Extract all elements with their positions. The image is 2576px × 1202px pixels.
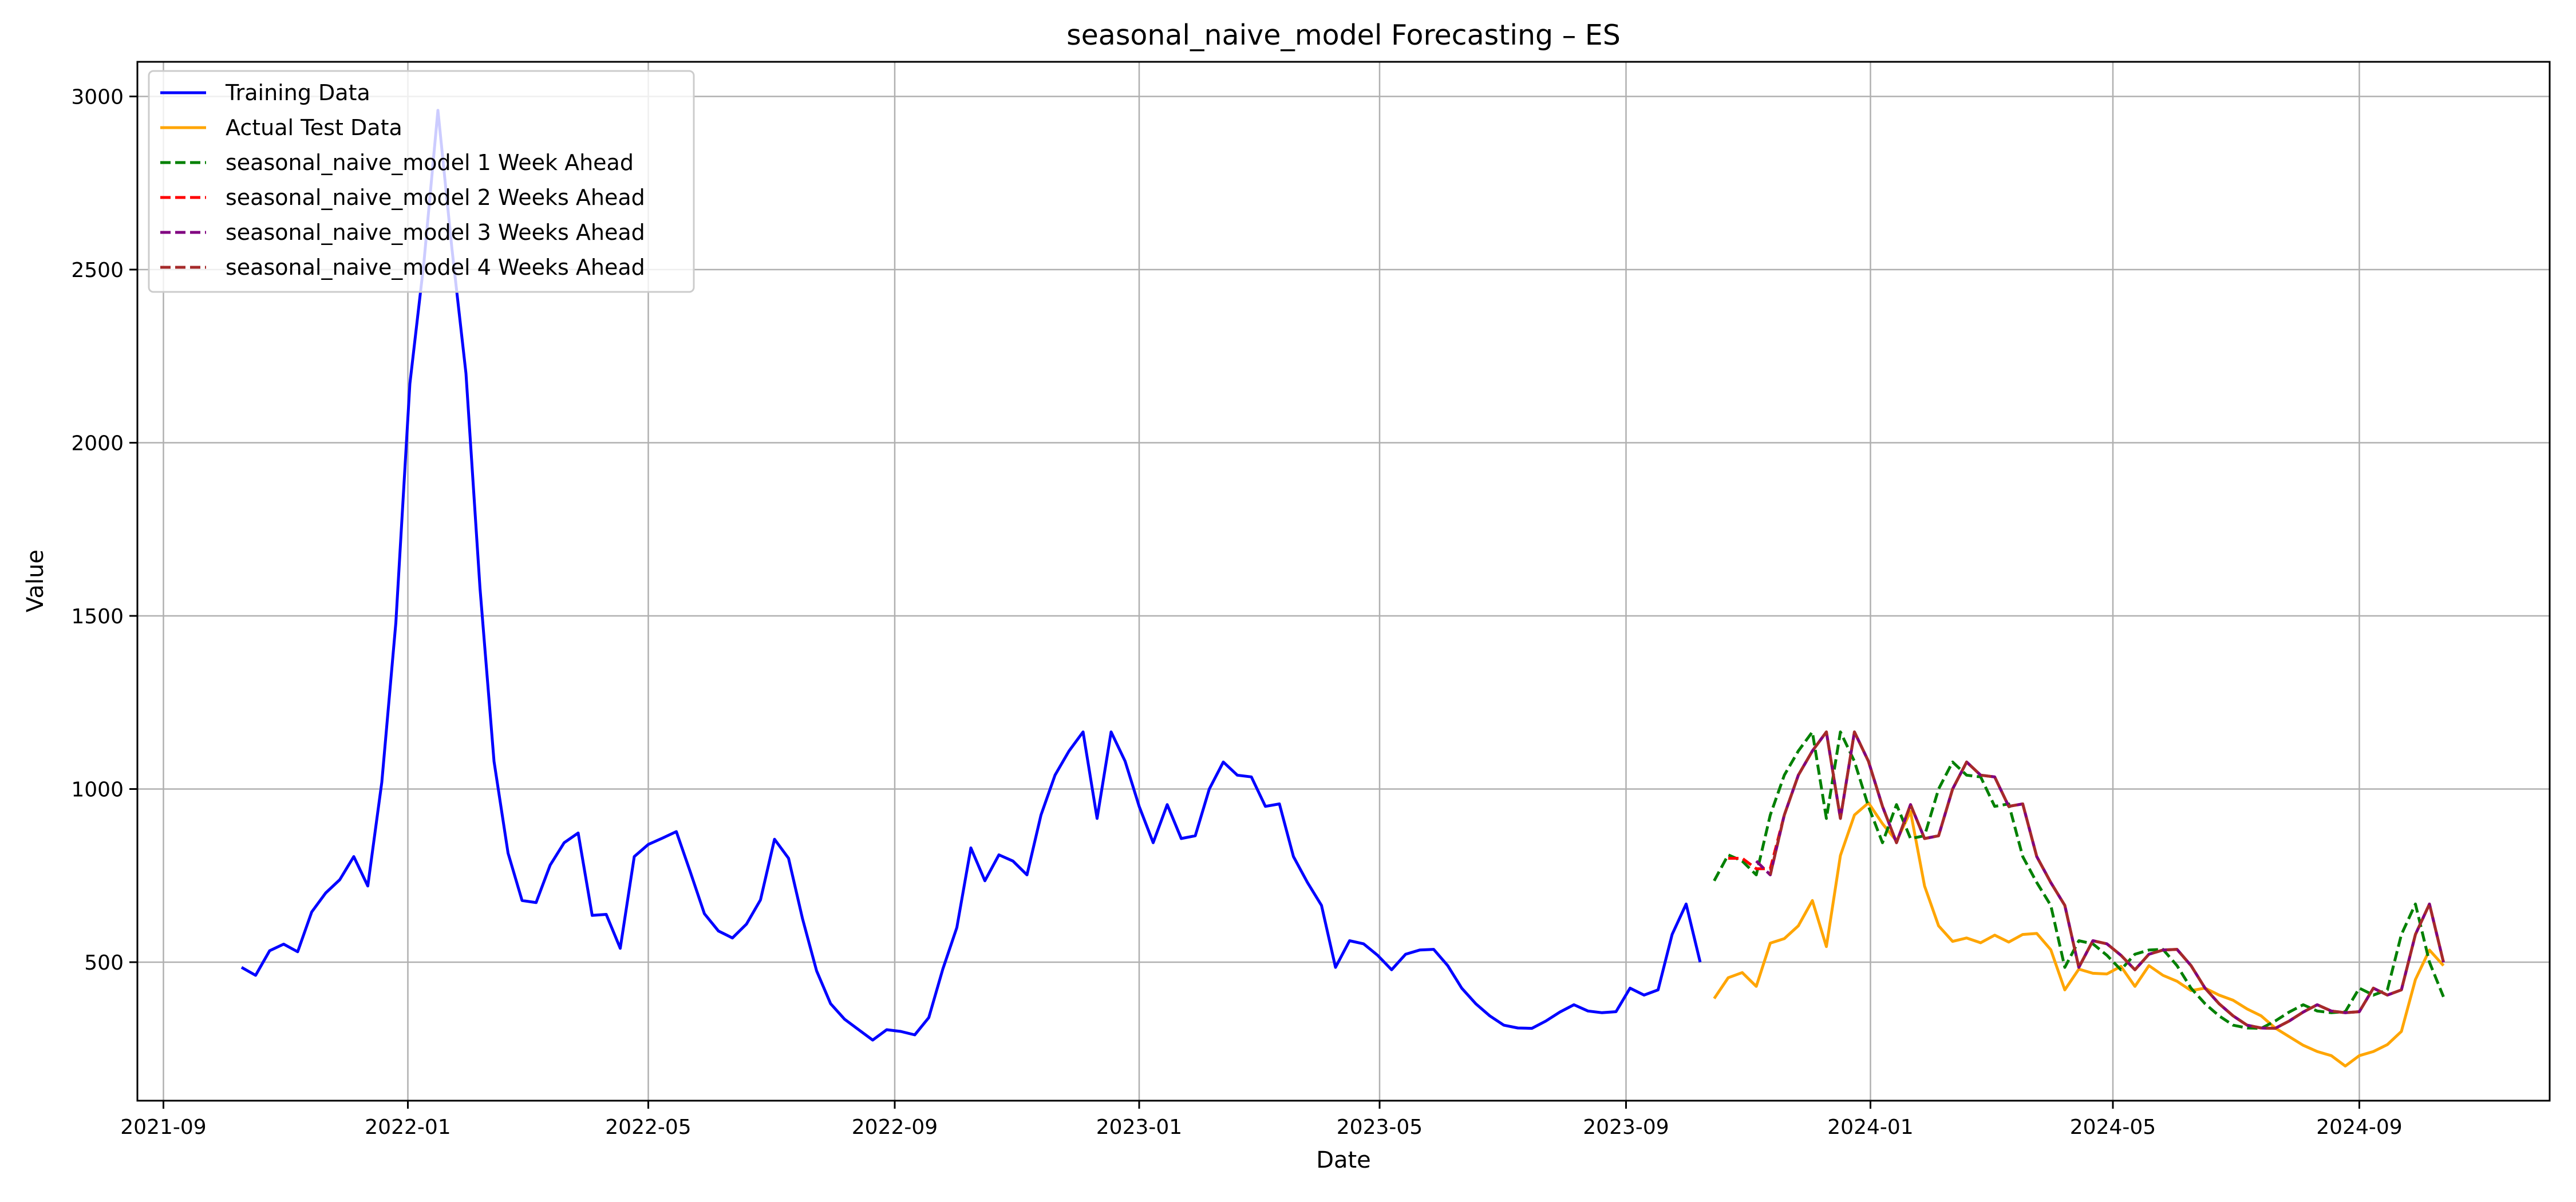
x-tick-label: 2024-05 (2070, 1116, 2156, 1139)
x-tick-label: 2024-09 (2316, 1116, 2402, 1139)
series-line-1 (240, 109, 1702, 1042)
legend-label: seasonal_naive_model 2 Weeks Ahead (226, 185, 645, 210)
legend-label: seasonal_naive_model 3 Weeks Ahead (226, 220, 645, 245)
x-axis-label: Date (1316, 1147, 1371, 1173)
axis-ticks: 2021-09 2022-01 2022-05 2022-09 2023-01 2023-… (71, 86, 2402, 1140)
x-tick-label: 2023-09 (1583, 1116, 1669, 1139)
series-lines (240, 109, 2445, 1067)
y-tick-label: 2500 (71, 259, 124, 282)
x-tick-label: 2022-01 (365, 1116, 451, 1139)
y-axis-label: Value (22, 549, 49, 612)
x-tick-label: 2022-05 (605, 1116, 691, 1139)
x-tick-label: 2021-09 (120, 1116, 206, 1139)
legend-label: Actual Test Data (226, 115, 402, 140)
x-tick-label: 2023-05 (1337, 1116, 1423, 1139)
y-tick-label: 3000 (71, 86, 124, 109)
y-tick-label: 500 (84, 951, 124, 975)
x-tick-label: 2024-01 (1827, 1116, 1913, 1139)
series-line-6 (1769, 730, 2445, 1030)
legend-box (148, 70, 695, 293)
series-line-2 (1713, 801, 2445, 1067)
legend-label: seasonal_naive_model 1 Week Ahead (226, 150, 634, 175)
legend-label: Training Data (225, 80, 370, 105)
chart-title: seasonal_naive_model Forecasting – ES (1066, 19, 1621, 52)
x-tick-label: 2023-01 (1096, 1116, 1182, 1139)
y-tick-label: 1500 (71, 605, 124, 628)
x-tick-label: 2022-09 (852, 1116, 938, 1139)
legend: Training Data Actual Test Data seasonal_na… (148, 70, 695, 293)
plot-frame (136, 61, 2551, 1102)
y-tick-label: 2000 (71, 432, 124, 456)
series-line-3 (1713, 730, 2445, 1030)
legend-label: seasonal_naive_model 4 Weeks Ahead (226, 255, 645, 280)
y-tick-label: 1000 (71, 778, 124, 802)
